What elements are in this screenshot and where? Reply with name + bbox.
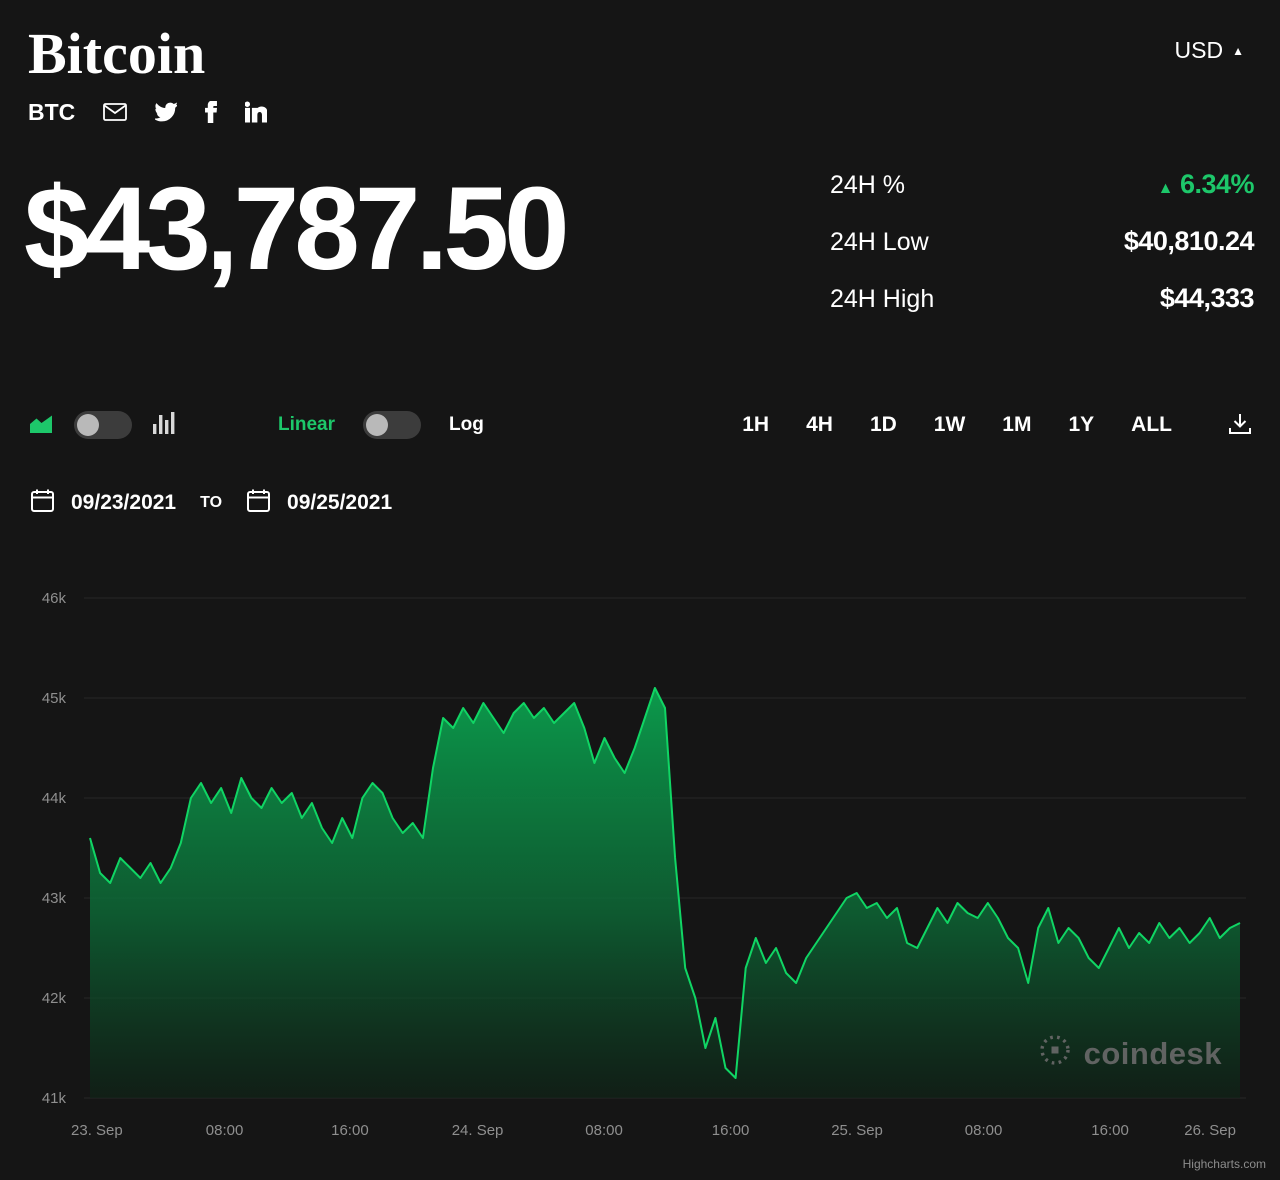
- current-price: $43,787.50: [24, 162, 570, 295]
- svg-text:16:00: 16:00: [331, 1122, 369, 1139]
- caret-up-icon: ▲: [1232, 43, 1244, 58]
- scale-toggle[interactable]: [363, 411, 422, 440]
- highcharts-credit: Highcharts.com: [1182, 1156, 1266, 1171]
- calendar-icon: [246, 488, 271, 519]
- stat-row-24h-high: 24H High $44,333: [830, 270, 1255, 327]
- chart-area: 46k 45k 44k 43k 42k 41k 23. Sep 08:00 16:00 24. …: [0, 541, 1280, 1171]
- linkedin-icon: [245, 101, 268, 123]
- percent-change: 6.34%: [1179, 168, 1255, 199]
- price-section: $43,787.50 24H % ▲ 6.34% 24H Low $40,810.…: [0, 126, 1280, 327]
- download-button[interactable]: [1228, 412, 1252, 439]
- date-to-picker[interactable]: 09/25/2021: [246, 488, 392, 519]
- stat-label: 24H %: [830, 170, 906, 199]
- price-chart[interactable]: 46k 45k 44k 43k 42k 41k 23. Sep 08:00 16:00 24. …: [0, 541, 1280, 1171]
- svg-text:25. Sep: 25. Sep: [831, 1122, 883, 1139]
- scale-group: Linear Log: [272, 411, 490, 440]
- timeframe-1m[interactable]: 1M: [1002, 413, 1032, 437]
- timeframe-1h[interactable]: 1H: [742, 413, 770, 437]
- svg-text:46k: 46k: [42, 590, 67, 607]
- facebook-share-button[interactable]: [205, 101, 218, 124]
- timeframe-1d[interactable]: 1D: [869, 413, 897, 437]
- ticker-symbol: BTC: [28, 98, 76, 125]
- date-to-value: 09/25/2021: [287, 491, 393, 515]
- page-title: Bitcoin: [28, 21, 206, 86]
- svg-text:44k: 44k: [42, 790, 67, 807]
- stat-value: $44,333: [1159, 282, 1255, 313]
- currency-label: USD: [1174, 37, 1224, 63]
- svg-text:16:00: 16:00: [712, 1122, 750, 1139]
- watermark-text: coindesk: [1083, 1035, 1222, 1071]
- svg-text:08:00: 08:00: [965, 1122, 1003, 1139]
- header-left: Bitcoin BTC: [28, 21, 268, 126]
- coindesk-watermark: coindesk: [1038, 1033, 1222, 1075]
- svg-text:24. Sep: 24. Sep: [452, 1122, 504, 1139]
- chart-series: [89, 686, 1241, 1098]
- timeframe-buttons: 1H 4H 1D 1W 1M 1Y ALL: [742, 413, 1172, 437]
- toggle-knob: [77, 414, 99, 437]
- stat-row-24h-low: 24H Low $40,810.24: [830, 213, 1255, 270]
- date-range-to-label: TO: [200, 494, 223, 512]
- svg-text:42k: 42k: [42, 990, 67, 1007]
- area-chart-type-button[interactable]: [28, 412, 54, 439]
- chart-controls: Linear Log 1H 4H 1D 1W 1M 1Y ALL: [0, 327, 1280, 440]
- download-icon: [1228, 412, 1252, 439]
- timeframe-all[interactable]: ALL: [1131, 413, 1172, 437]
- twitter-share-button[interactable]: [155, 101, 178, 123]
- timeframe-1w[interactable]: 1W: [933, 413, 966, 437]
- price-stats: 24H % ▲ 6.34% 24H Low $40,810.24 24H High…: [830, 156, 1255, 327]
- chart-y-axis-labels: 46k 45k 44k 43k 42k 41k: [42, 590, 67, 1107]
- bar-chart-icon: [152, 411, 176, 440]
- date-from-value: 09/23/2021: [71, 491, 177, 515]
- symbol-row: BTC: [28, 98, 268, 126]
- svg-text:43k: 43k: [42, 890, 67, 907]
- linear-scale-button[interactable]: Linear: [272, 413, 341, 437]
- facebook-icon: [205, 101, 218, 124]
- svg-text:23. Sep: 23. Sep: [71, 1122, 123, 1139]
- date-range: 09/23/2021 TO 09/25/2021: [0, 440, 1280, 519]
- svg-text:26. Sep: 26. Sep: [1184, 1122, 1236, 1139]
- svg-text:08:00: 08:00: [206, 1122, 244, 1139]
- candlestick-chart-type-button[interactable]: [152, 411, 176, 440]
- stat-row-24h-percent: 24H % ▲ 6.34%: [830, 156, 1255, 213]
- stat-label: 24H High: [830, 284, 935, 313]
- currency-selector[interactable]: USD ▲: [1169, 36, 1250, 65]
- twitter-icon: [155, 101, 178, 123]
- stat-value-positive: ▲ 6.34%: [1157, 168, 1255, 200]
- chart-type-toggle[interactable]: [74, 411, 132, 440]
- linkedin-share-button[interactable]: [245, 101, 268, 123]
- timeframe-4h[interactable]: 4H: [806, 413, 833, 437]
- log-scale-button[interactable]: Log: [443, 413, 490, 437]
- toggle-knob: [366, 414, 389, 437]
- coindesk-logo-icon: [1038, 1033, 1072, 1075]
- timeframe-1y[interactable]: 1Y: [1068, 413, 1095, 437]
- svg-text:08:00: 08:00: [585, 1122, 623, 1139]
- chart-type-group: [28, 411, 176, 440]
- svg-text:45k: 45k: [42, 690, 67, 707]
- mail-share-button[interactable]: [103, 103, 128, 122]
- date-from-picker[interactable]: 09/23/2021: [30, 488, 176, 519]
- area-chart-icon: [28, 412, 54, 439]
- mail-icon: [103, 103, 128, 122]
- up-arrow-icon: ▲: [1157, 179, 1174, 197]
- header: Bitcoin BTC: [0, 0, 1280, 126]
- calendar-icon: [30, 488, 55, 519]
- stat-value: $40,810.24: [1123, 225, 1255, 256]
- stat-label: 24H Low: [830, 227, 929, 256]
- svg-text:16:00: 16:00: [1091, 1122, 1129, 1139]
- chart-x-axis-labels: 23. Sep 08:00 16:00 24. Sep 08:00 16:00 25. Se…: [71, 1122, 1236, 1139]
- svg-text:41k: 41k: [42, 1090, 67, 1107]
